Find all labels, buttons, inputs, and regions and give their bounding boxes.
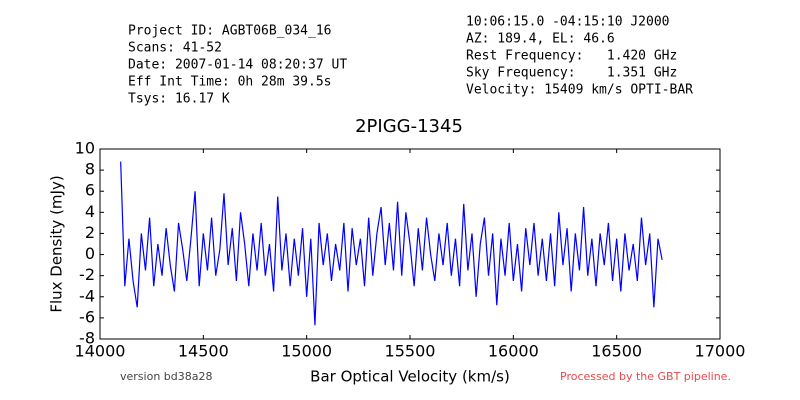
plot-frame	[99, 148, 721, 340]
x-tick-label: 15000	[281, 342, 332, 361]
x-tick-label: 16500	[591, 342, 642, 361]
x-tick-label: 14500	[178, 342, 229, 361]
x-tick-label: 15500	[385, 342, 436, 361]
x-axis-label: Bar Optical Velocity (km/s)	[310, 368, 510, 386]
spectrum-line	[120, 161, 663, 326]
info-line: Project ID: AGBT06B_034_16	[128, 24, 332, 39]
info-line: Scans: 41-52	[128, 41, 222, 56]
x-tick-label: 17000	[695, 342, 746, 361]
y-tick-label: 6	[85, 181, 95, 200]
info-line: 10:06:15.0 -04:15:10 J2000	[466, 15, 670, 30]
chart-title: 2PIGG-1345	[355, 116, 463, 137]
y-tick-label: 4	[85, 202, 95, 221]
y-tick-label: -6	[79, 307, 95, 326]
x-tick-label: 14000	[75, 342, 126, 361]
pipeline-note: Processed by the GBT pipeline.	[560, 370, 731, 383]
info-line: Sky Frequency: 1.351 GHz	[466, 66, 677, 81]
info-line: Eff Int Time: 0h 28m 39.5s	[128, 75, 332, 90]
info-line: AZ: 189.4, EL: 46.6	[466, 32, 615, 47]
y-tick-label: 2	[85, 223, 95, 242]
y-tick-label: -8	[79, 329, 95, 348]
y-tick-label: 10	[75, 139, 95, 158]
y-tick-label: 0	[85, 244, 95, 263]
y-tick-label: 8	[85, 160, 95, 179]
info-line: Velocity: 15409 km/s OPTI-BAR	[466, 83, 693, 98]
info-line: Tsys: 16.17 K	[128, 92, 230, 107]
version-note: version bd38a28	[120, 370, 213, 383]
y-axis-label: Flux Density (mJy)	[48, 175, 66, 312]
info-line: Date: 2007-01-14 08:20:37 UT	[128, 58, 347, 73]
x-tick-label: 16000	[488, 342, 539, 361]
y-tick-label: -2	[79, 265, 95, 284]
y-tick-label: -4	[79, 286, 95, 305]
info-line: Rest Frequency: 1.420 GHz	[466, 49, 677, 64]
